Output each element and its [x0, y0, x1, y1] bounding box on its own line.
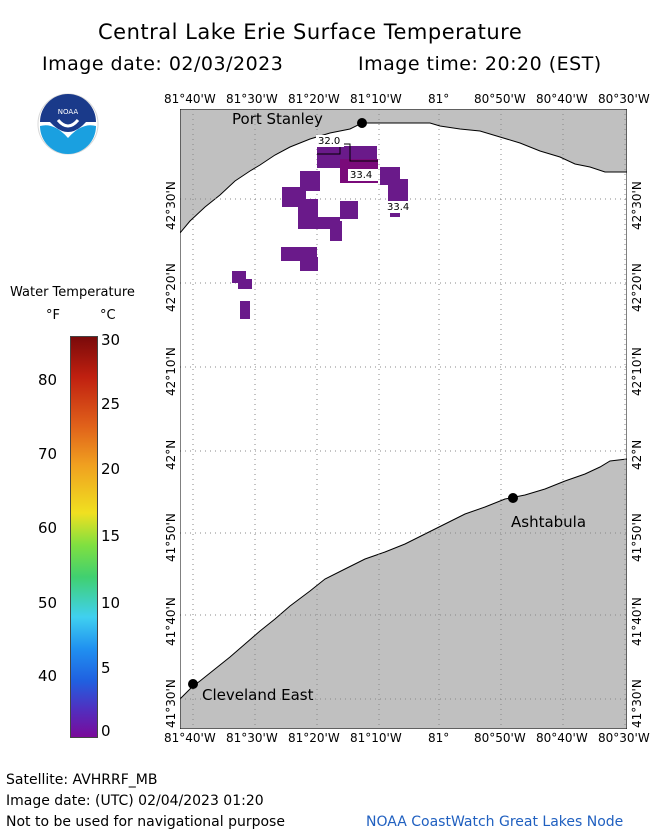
y-tick-right-6: 41°40'N — [630, 597, 644, 646]
noaa-logo: NOAA — [37, 93, 99, 155]
cold-water-pixels — [232, 146, 408, 319]
temp-label-1: 32.0 — [318, 136, 340, 147]
x-tick-bottom-3: 81°20'W — [288, 731, 340, 745]
y-tick-left-3: 42°10'N — [164, 347, 178, 396]
y-tick-left-2: 42°20'N — [164, 263, 178, 312]
x-tick-top-3: 81°20'W — [288, 92, 340, 106]
y-tick-left-7: 41°30'N — [164, 679, 178, 728]
satellite-info: Satellite: AVHRRF_MB — [6, 772, 158, 788]
credit-link[interactable]: NOAA CoastWatch Great Lakes Node — [366, 814, 624, 830]
y-tick-right-2: 42°20'N — [630, 263, 644, 312]
x-tick-bottom-7: 80°40'W — [536, 731, 588, 745]
y-tick-left-1: 42°30'N — [164, 181, 178, 230]
c-tick-20: 20 — [101, 460, 121, 478]
legend-unit-c: °C — [100, 308, 116, 323]
y-tick-right-7: 41°30'N — [630, 679, 644, 728]
north-land — [180, 109, 627, 234]
x-tick-top-8: 80°30'W — [598, 92, 650, 106]
port-stanley-label: Port Stanley — [232, 110, 323, 128]
f-tick-60: 60 — [38, 519, 58, 537]
c-tick-15: 15 — [101, 527, 121, 545]
c-tick-0: 0 — [101, 722, 111, 740]
temp-label-3: 33.4 — [387, 202, 409, 213]
cleveland-east-label: Cleveland East — [202, 686, 314, 704]
temperature-contour — [317, 143, 378, 162]
image-time: Image time: 20:20 (EST) — [358, 53, 602, 75]
f-tick-80: 80 — [38, 371, 58, 389]
image-date: Image date: 02/03/2023 — [42, 53, 284, 75]
svg-text:NOAA: NOAA — [58, 108, 79, 116]
utc-date-info: Image date: (UTC) 02/04/2023 01:20 — [6, 793, 264, 809]
y-tick-left-6: 41°40'N — [164, 597, 178, 646]
color-scale-bar — [70, 336, 98, 738]
ashtabula-label: Ashtabula — [511, 513, 587, 531]
port-stanley-marker — [357, 118, 367, 128]
c-tick-5: 5 — [101, 659, 111, 677]
x-tick-top-2: 81°30'W — [226, 92, 278, 106]
cleveland-east-marker — [188, 679, 198, 689]
legend-unit-f: °F — [46, 308, 60, 323]
x-tick-bottom-8: 80°30'W — [598, 731, 650, 745]
x-tick-top-1: 81°40'W — [164, 92, 216, 106]
f-tick-50: 50 — [38, 594, 58, 612]
x-tick-bottom-1: 81°40'W — [164, 731, 216, 745]
map-frame: 32.0 33.4 33.4 — [180, 109, 627, 729]
y-tick-left-4: 42°N — [164, 439, 178, 470]
y-tick-right-3: 42°10'N — [630, 347, 644, 396]
y-tick-right-4: 42°N — [630, 439, 644, 470]
disclaimer: Not to be used for navigational purpose — [6, 814, 285, 830]
y-tick-right-5: 41°50'N — [630, 513, 644, 562]
south-land — [180, 458, 627, 729]
y-tick-left-5: 41°50'N — [164, 513, 178, 562]
x-tick-bottom-5: 81° — [428, 731, 450, 745]
c-tick-25: 25 — [101, 395, 121, 413]
c-tick-30: 30 — [101, 331, 121, 349]
legend-title: Water Temperature — [10, 285, 135, 300]
x-tick-top-5: 81° — [428, 92, 450, 106]
f-tick-70: 70 — [38, 445, 58, 463]
f-tick-40: 40 — [38, 667, 58, 685]
x-tick-bottom-2: 81°30'W — [226, 731, 278, 745]
c-tick-10: 10 — [101, 594, 121, 612]
map-title: Central Lake Erie Surface Temperature — [98, 20, 523, 44]
temperature-labels: 32.0 33.4 33.4 — [316, 135, 413, 213]
graticule — [180, 109, 627, 729]
x-tick-bottom-6: 80°50'W — [474, 731, 526, 745]
x-tick-top-7: 80°40'W — [536, 92, 588, 106]
temp-label-2: 33.4 — [350, 170, 372, 181]
x-tick-top-4: 81°10'W — [350, 92, 402, 106]
x-tick-top-6: 80°50'W — [474, 92, 526, 106]
x-tick-bottom-4: 81°10'W — [350, 731, 402, 745]
y-tick-right-1: 42°30'N — [630, 181, 644, 230]
ashtabula-marker — [508, 493, 518, 503]
